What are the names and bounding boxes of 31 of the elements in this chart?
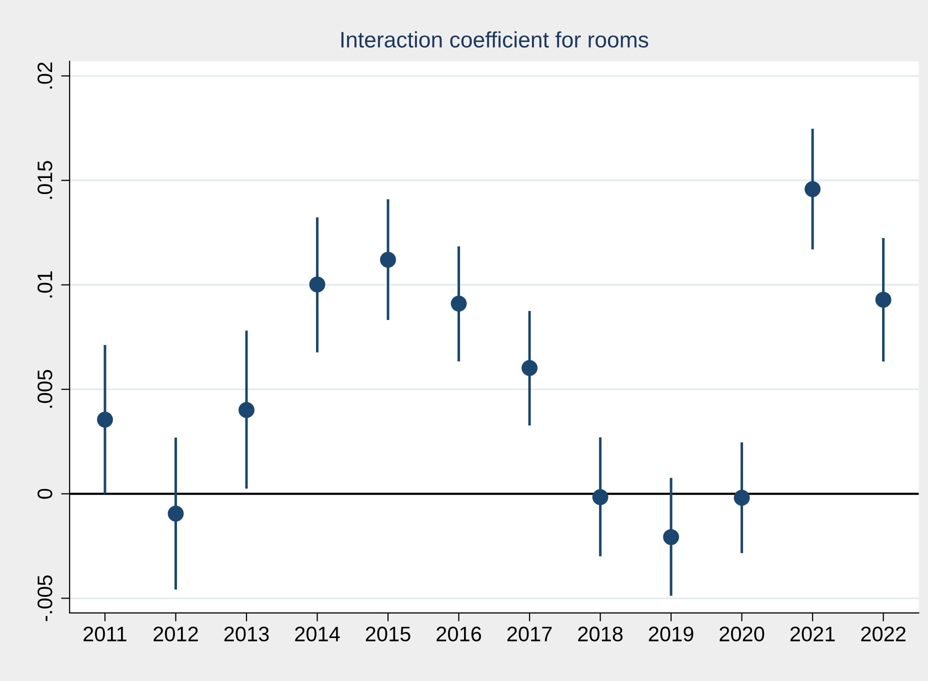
point	[450, 296, 467, 312]
point	[238, 402, 254, 418]
x-tick-label: 2022	[861, 626, 906, 642]
x-tick-label: 2021	[790, 626, 835, 642]
x-tick-label: 2017	[507, 626, 552, 642]
point	[309, 276, 326, 292]
y-tick-label: .005	[38, 370, 52, 408]
point	[97, 412, 113, 428]
x-tick-label: 2012	[154, 626, 198, 642]
point	[168, 506, 184, 522]
y-tick-label: -.005	[38, 575, 52, 622]
x-tick-label: 2020	[720, 626, 764, 642]
x-tick-label: 2013	[224, 626, 269, 642]
chart-title: Interaction coefficient for rooms	[341, 31, 648, 48]
point	[875, 292, 892, 308]
point	[522, 360, 538, 376]
x-tick-label: 2014	[295, 626, 340, 642]
y-tick-label: .02	[38, 62, 52, 88]
x-tick-label: 2019	[648, 626, 694, 642]
point	[380, 252, 396, 268]
x-tick-label: 2015	[366, 626, 410, 642]
point	[592, 489, 608, 506]
y-tick-label: .015	[38, 160, 52, 199]
y-tick-label: .01	[38, 271, 52, 298]
x-tick-label: 2018	[578, 626, 623, 642]
x-tick-label: 2011	[84, 626, 126, 642]
y-tick-label: 0	[38, 488, 52, 499]
x-tick-label: 2016	[436, 626, 482, 642]
point	[734, 490, 750, 506]
point	[804, 181, 821, 198]
point	[663, 529, 680, 546]
